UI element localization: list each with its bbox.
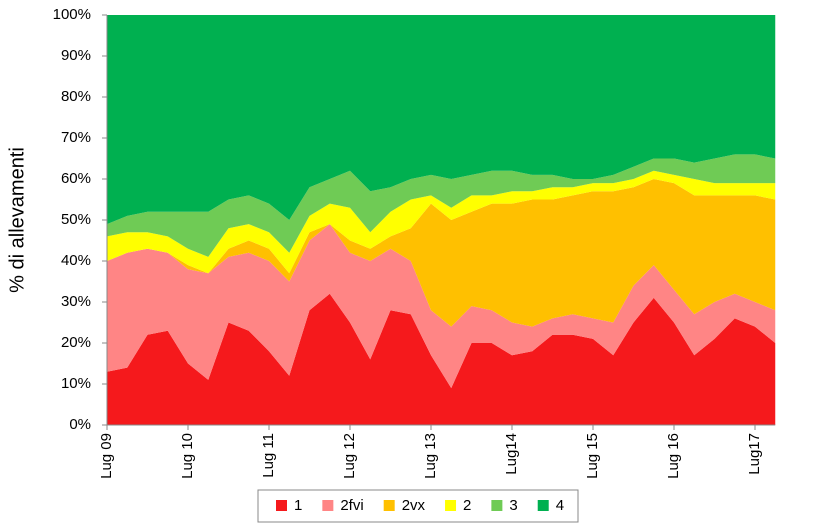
legend-swatch — [491, 500, 503, 511]
legend-swatch — [322, 500, 334, 511]
y-tick-label: 70% — [61, 129, 91, 146]
y-tick-label: 10% — [61, 375, 91, 392]
legend-swatch — [445, 500, 457, 511]
x-tick-label: Lug 15 — [584, 433, 601, 479]
x-tick-label: Lug 11 — [260, 433, 277, 478]
x-tick-label: Lug14 — [503, 433, 520, 475]
y-tick-label: 60% — [61, 170, 91, 187]
legend-label: 2fvi — [340, 497, 363, 514]
legend-label: 2 — [463, 497, 471, 514]
legend-label: 3 — [509, 497, 517, 514]
x-tick-label: Lug17 — [746, 433, 763, 475]
y-axis-title: % di allevamenti — [6, 147, 28, 293]
y-tick-label: 30% — [61, 293, 91, 310]
legend-swatch — [537, 500, 549, 511]
y-tick-label: 90% — [61, 47, 91, 64]
y-tick-label: 0% — [69, 416, 91, 433]
y-tick-label: 20% — [61, 334, 91, 351]
x-tick-label: Lug 12 — [341, 433, 358, 479]
y-tick-label: 80% — [61, 88, 91, 105]
legend-swatch — [383, 500, 395, 511]
y-tick-label: 100% — [53, 6, 91, 23]
x-tick-label: Lug 13 — [422, 433, 439, 479]
area — [107, 15, 776, 225]
legend-box — [257, 489, 579, 523]
legend-label: 1 — [294, 497, 302, 514]
x-tick-label: Lug 10 — [179, 433, 196, 479]
area — [107, 224, 776, 389]
area — [107, 170, 776, 274]
x-tick-label: Lug 16 — [665, 433, 682, 479]
legend-label: 4 — [556, 497, 564, 514]
legend-swatch — [276, 500, 287, 511]
area — [107, 293, 776, 425]
area — [107, 179, 776, 327]
y-tick-label: 50% — [61, 211, 91, 228]
area — [107, 154, 776, 257]
x-tick-label: Lug 09 — [98, 433, 115, 479]
legend-label: 2vx — [402, 497, 426, 514]
y-tick-label: 40% — [61, 252, 91, 269]
